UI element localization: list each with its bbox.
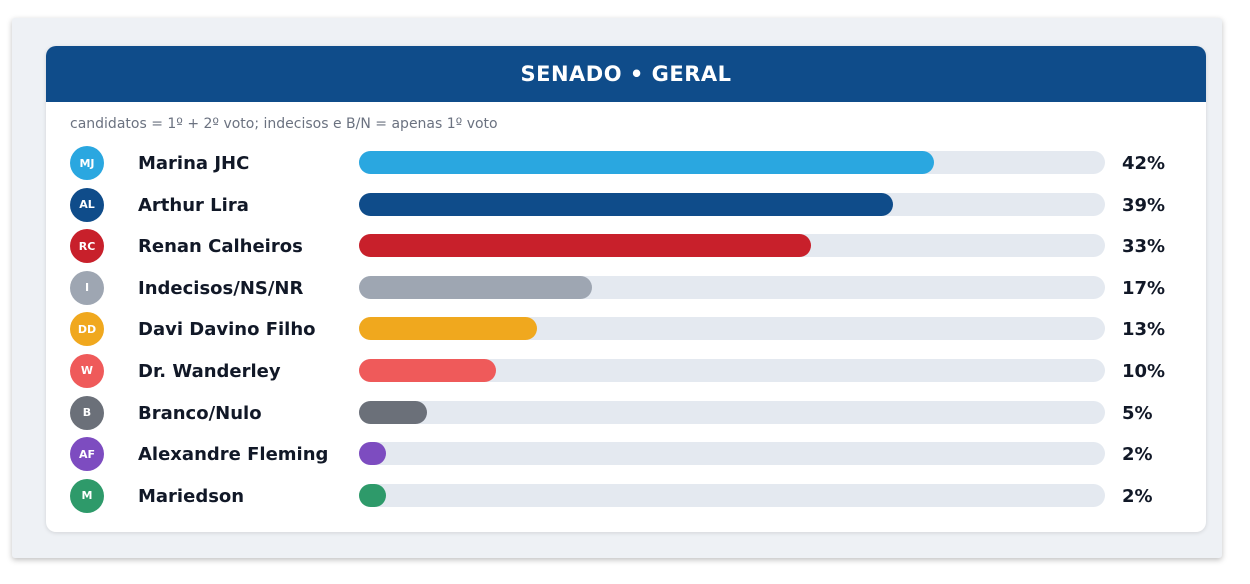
bar-track <box>359 317 1105 341</box>
chart-subtitle: candidatos = 1º + 2º voto; indecisos e B… <box>70 116 498 132</box>
bar <box>359 275 592 299</box>
candidate-avatar: W <box>70 353 104 388</box>
candidate-avatar: AF <box>70 437 104 472</box>
bar-row: MJ Marina JHC 42% <box>46 143 1206 185</box>
bar <box>359 234 811 258</box>
chart-card: SENADO • GERAL candidatos = 1º + 2º voto… <box>46 46 1206 532</box>
category-label: Renan Calheiros <box>138 236 303 258</box>
bar <box>359 192 893 216</box>
value-label: 10% <box>1122 360 1166 382</box>
bar-row: DD Davi Davino Filho 13% <box>46 309 1206 351</box>
category-label: Branco/Nulo <box>138 402 262 424</box>
bar-row: AL Arthur Lira 39% <box>46 185 1206 227</box>
candidate-avatar: RC <box>70 229 104 264</box>
bar-row: AF Alexandre Fleming 2% <box>46 434 1206 476</box>
candidate-avatar: B <box>70 395 104 430</box>
bar-row: W Dr. Wanderley 10% <box>46 351 1206 393</box>
value-label: 33% <box>1122 236 1166 258</box>
bar <box>359 358 496 382</box>
candidate-avatar: MJ <box>70 146 104 180</box>
bar-track <box>359 358 1105 382</box>
chart-title: SENADO • GERAL <box>520 62 732 86</box>
value-label: 2% <box>1122 444 1153 466</box>
bar-track <box>359 400 1105 424</box>
chart-header: SENADO • GERAL <box>46 46 1206 102</box>
bar-row: B Branco/Nulo 5% <box>46 393 1206 435</box>
category-label: Alexandre Fleming <box>138 444 329 466</box>
value-label: 39% <box>1122 194 1166 216</box>
bar <box>359 151 934 174</box>
category-label: Marina JHC <box>138 153 250 174</box>
chart-frame: SENADO • GERAL candidatos = 1º + 2º voto… <box>12 18 1222 558</box>
bar <box>359 442 387 466</box>
category-label: Arthur Lira <box>138 194 249 216</box>
value-label: 42% <box>1122 153 1166 174</box>
candidate-avatar: AL <box>70 187 104 222</box>
bar-track <box>359 151 1105 174</box>
bar <box>359 483 387 507</box>
category-label: Dr. Wanderley <box>138 360 281 382</box>
bar <box>359 317 537 341</box>
candidate-avatar: I <box>70 270 104 305</box>
candidate-avatar: DD <box>70 312 104 347</box>
bar-track <box>359 275 1105 299</box>
bar-track <box>359 192 1105 216</box>
value-label: 5% <box>1122 402 1153 424</box>
category-label: Indecisos/NS/NR <box>138 277 304 299</box>
category-label: Mariedson <box>138 485 245 507</box>
bar-track <box>359 234 1105 258</box>
bar-track <box>359 483 1105 507</box>
candidate-avatar: M <box>70 478 104 513</box>
bar-track <box>359 442 1105 466</box>
category-label: Davi Davino Filho <box>138 319 316 341</box>
value-label: 13% <box>1122 319 1166 341</box>
bar-rows: MJ Marina JHC 42% AL Arthur Lira 39% RC Renan C… <box>46 143 1206 517</box>
value-label: 17% <box>1122 277 1166 299</box>
bar-row: RC Renan Calheiros 33% <box>46 226 1206 268</box>
bar <box>359 400 428 424</box>
bar-row: I Indecisos/NS/NR 17% <box>46 268 1206 310</box>
value-label: 2% <box>1122 485 1153 507</box>
bar-row: M Mariedson 2% <box>46 476 1206 518</box>
